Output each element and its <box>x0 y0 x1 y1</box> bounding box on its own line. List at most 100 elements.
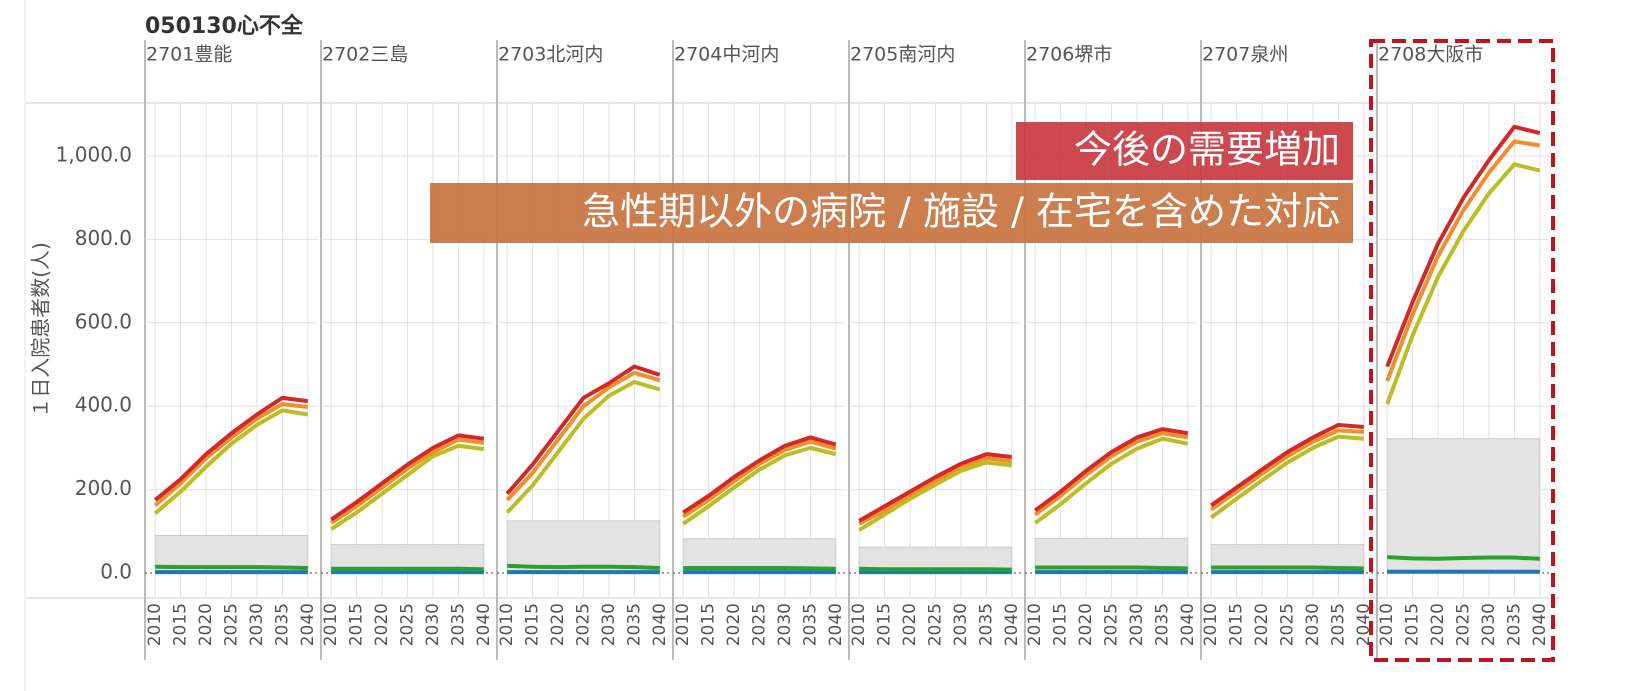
x-tick-label: 2015 <box>875 603 895 646</box>
x-tick-label: 2010 <box>145 603 165 646</box>
panel-title: 2701豊能 <box>146 44 232 66</box>
x-tick-label: 2020 <box>196 603 216 646</box>
highlight-box <box>1369 39 1555 662</box>
line <box>859 566 1012 572</box>
line <box>683 565 836 571</box>
x-tick-label: 2025 <box>398 603 418 646</box>
y-tick-label: 400.0 <box>75 393 132 417</box>
x-tick-label: 2015 <box>1051 603 1071 646</box>
x-tick-label: 2040 <box>826 603 846 646</box>
x-tick-label: 2035 <box>624 603 644 646</box>
panel-title: 2707泉州 <box>1202 44 1288 66</box>
x-tick-label: 2040 <box>1530 603 1550 646</box>
y-tick-label: 800.0 <box>75 226 132 250</box>
x-tick-label: 2040 <box>650 603 670 646</box>
line <box>1033 427 1189 513</box>
annotation-box <box>1016 122 1353 180</box>
band <box>506 520 661 574</box>
annotation: 今後の需要増加 <box>1074 128 1340 172</box>
x-tick-label: 2015 <box>523 603 543 646</box>
line <box>1210 428 1364 512</box>
line <box>153 408 309 515</box>
line <box>1033 436 1189 525</box>
x-tick-label: 2035 <box>448 603 468 646</box>
x-tick-label: 2035 <box>1328 603 1348 646</box>
x-tick-label: 2015 <box>1403 603 1423 646</box>
band <box>1386 438 1541 574</box>
chart-title: 050130心不全 <box>145 13 304 39</box>
x-tick-label: 2030 <box>599 603 619 646</box>
line <box>1209 434 1364 520</box>
x-tick-label: 2020 <box>372 603 392 646</box>
x-tick-label: 2010 <box>849 603 869 646</box>
x-tick-label: 2040 <box>298 603 318 646</box>
line <box>682 439 837 519</box>
y-tick-label: 600.0 <box>75 309 132 333</box>
line <box>858 460 1013 532</box>
panel-title: 2704中河内 <box>674 44 779 66</box>
x-tick-label: 2015 <box>1227 603 1247 646</box>
x-tick-label: 2010 <box>1377 603 1397 646</box>
x-tick-label: 2010 <box>673 603 693 646</box>
x-tick-label: 2025 <box>750 603 770 646</box>
x-tick-label: 2020 <box>548 603 568 646</box>
panel-title: 2706堺市 <box>1026 44 1112 66</box>
line <box>682 435 837 515</box>
line <box>1210 422 1364 508</box>
line <box>505 370 661 502</box>
x-tick-label: 2015 <box>699 603 719 646</box>
line <box>330 443 485 531</box>
line <box>1385 162 1541 405</box>
y-tick-label: 1,000.0 <box>56 142 132 166</box>
line <box>1035 565 1188 571</box>
line <box>858 452 1013 523</box>
x-tick-label: 2035 <box>1504 603 1524 646</box>
x-tick-label: 2010 <box>1201 603 1221 646</box>
line <box>1033 431 1189 517</box>
line <box>858 456 1013 526</box>
x-tick-label: 2020 <box>900 603 920 646</box>
x-tick-label: 2015 <box>347 603 367 646</box>
x-tick-label: 2020 <box>724 603 744 646</box>
x-tick-label: 2010 <box>1025 603 1045 646</box>
panel-title: 2708大阪市 <box>1378 44 1483 66</box>
x-tick-label: 2035 <box>976 603 996 646</box>
y-tick-label: 0.0 <box>100 559 132 583</box>
line <box>1211 565 1364 571</box>
x-tick-label: 2040 <box>474 603 494 646</box>
x-tick-label: 2030 <box>423 603 443 646</box>
y-axis-label: １日入院患者数(人) <box>29 242 53 418</box>
x-tick-label: 2040 <box>1178 603 1198 646</box>
x-tick-label: 2025 <box>926 603 946 646</box>
line <box>505 379 661 514</box>
annotation: 急性期以外の病院 / 施設 / 在宅を含めた対応 <box>582 190 1340 234</box>
panel-title: 2703北河内 <box>498 44 603 66</box>
line <box>153 395 309 502</box>
line <box>507 563 660 570</box>
line <box>330 437 485 525</box>
x-tick-label: 2035 <box>800 603 820 646</box>
x-tick-label: 2025 <box>574 603 594 646</box>
x-tick-label: 2030 <box>951 603 971 646</box>
x-tick-label: 2030 <box>1303 603 1323 646</box>
x-tick-label: 2025 <box>1278 603 1298 646</box>
x-tick-label: 2015 <box>171 603 191 646</box>
x-tick-label: 2030 <box>247 603 267 646</box>
x-tick-label: 2030 <box>1479 603 1499 646</box>
x-tick-label: 2025 <box>222 603 242 646</box>
x-tick-label: 2020 <box>1252 603 1272 646</box>
line <box>153 402 309 507</box>
line <box>330 433 485 522</box>
x-tick-label: 2040 <box>1002 603 1022 646</box>
line <box>1387 555 1540 561</box>
line <box>1385 139 1541 382</box>
x-tick-label: 2025 <box>1102 603 1122 646</box>
line <box>505 364 661 496</box>
x-tick-label: 2010 <box>497 603 517 646</box>
y-tick-label: 200.0 <box>75 476 132 500</box>
line <box>1385 124 1541 368</box>
annotation-box <box>430 183 1353 243</box>
line <box>682 445 837 526</box>
x-tick-label: 2030 <box>1127 603 1147 646</box>
